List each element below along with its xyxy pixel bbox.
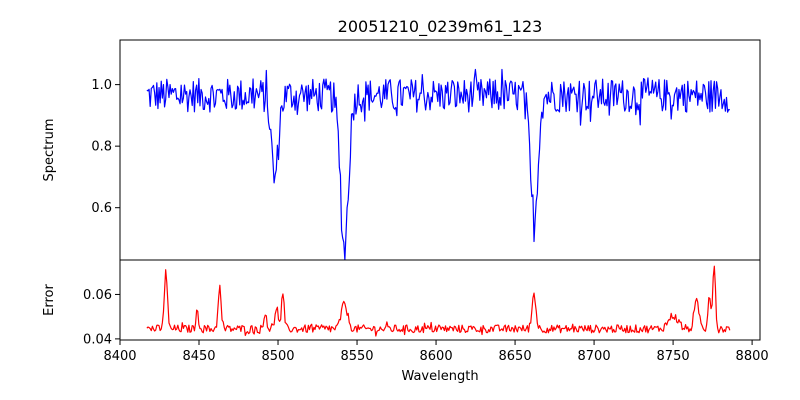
- x-axis-label: Wavelength: [401, 369, 478, 384]
- y-tick-label: 0.04: [83, 332, 112, 347]
- y-tick-label: 1.0: [91, 78, 112, 93]
- spectrum-y-ticks: 0.6 0.8 1.0: [91, 78, 120, 216]
- x-tick-label: 8750: [657, 349, 690, 364]
- x-tick-label: 8700: [578, 349, 611, 364]
- x-tick-label: 8450: [182, 349, 215, 364]
- chart-title: 20051210_0239m61_123: [338, 17, 543, 37]
- y-tick-label: 0.6: [91, 201, 112, 216]
- x-tick-label: 8500: [261, 349, 294, 364]
- y-tick-label: 0.8: [91, 140, 112, 155]
- spectrum-line: [146, 68, 731, 261]
- error-axes-frame: [119, 259, 761, 341]
- error-line: [146, 265, 731, 337]
- error-y-axis-label: Error: [42, 284, 57, 316]
- spectrum-series: [146, 68, 731, 261]
- x-tick-label: 8650: [499, 349, 532, 364]
- x-tick-label: 8400: [103, 349, 136, 364]
- y-tick-label: 0.06: [83, 288, 112, 303]
- x-ticks: 8400 8450 8500 8550 8600 8650 8700 8750 8800: [103, 340, 769, 364]
- error-series: [146, 265, 731, 337]
- x-tick-label: 8800: [736, 349, 769, 364]
- error-y-ticks: 0.04 0.06: [83, 288, 120, 347]
- x-tick-label: 8550: [340, 349, 373, 364]
- x-tick-label: 8600: [420, 349, 453, 364]
- spectrum-y-axis-label: Spectrum: [42, 119, 57, 182]
- error-panel: 0.04 0.06 Error: [42, 259, 761, 347]
